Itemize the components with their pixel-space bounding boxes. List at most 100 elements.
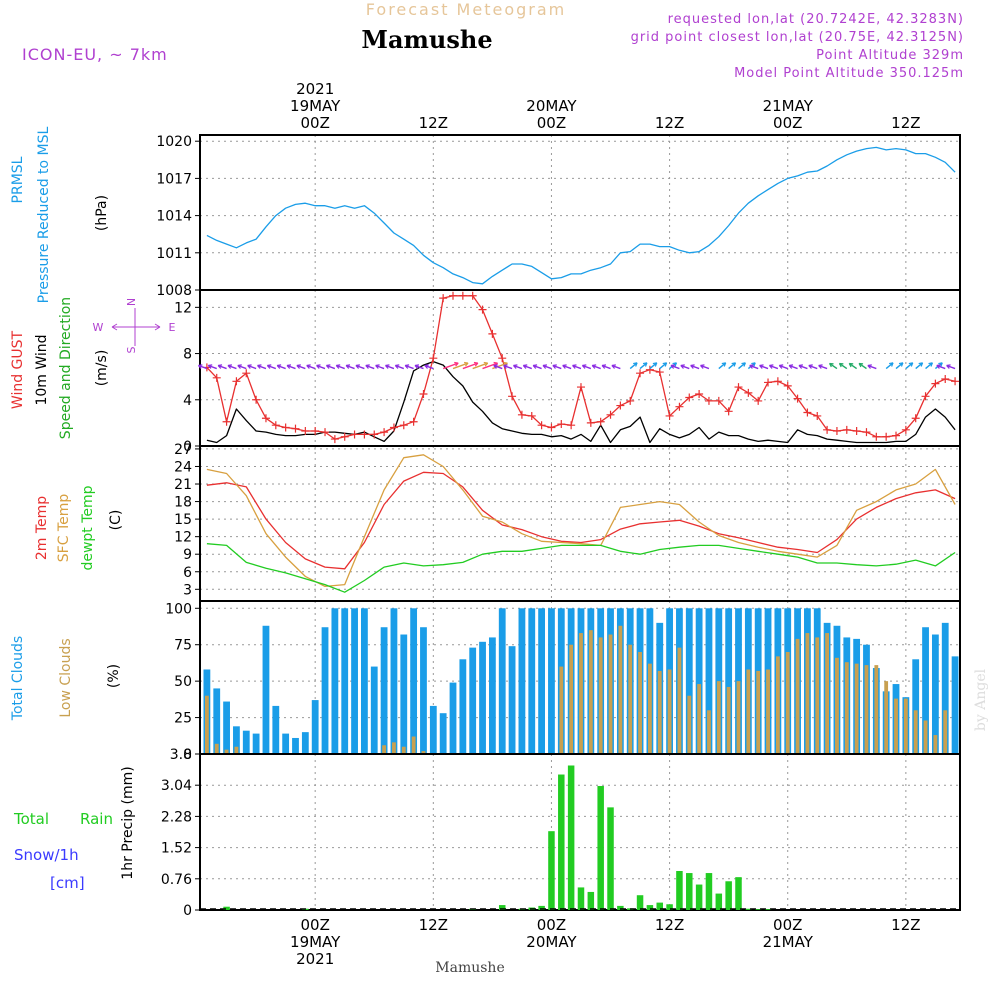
precip-ytick-label: 1.52 [161,841,192,857]
wind-direction-arrowhead [700,364,705,369]
rain-bar [498,905,506,910]
precip-total-label: Total [13,810,49,828]
low-cloud-bar [392,742,396,754]
total-cloud-bar [351,608,358,754]
wind-direction-arrowhead [788,364,794,369]
low-cloud-bar [766,669,770,754]
bottom-time-label: 00Z [773,916,802,934]
low-cloud-bar [894,698,898,754]
low-cloud-bar [598,637,603,754]
pressure-label: PRMSL [10,156,26,203]
gust-marker [773,377,782,386]
temp-2m-line [206,471,956,570]
wind-direction-arrow [779,364,788,370]
gust-marker [754,396,763,405]
wind-direction-arrow [424,364,434,370]
wind-direction-arrowhead [838,362,844,368]
top-time-label: 12Z [891,114,920,132]
low-cloud-bar [559,666,564,754]
wind-direction-arrow [690,364,700,370]
low-cloud-bar [785,652,790,754]
gust-marker [931,379,940,388]
wind-direction-arrow [523,364,533,370]
low-cloud-bar [638,652,642,754]
wind-direction-arrow [414,364,424,370]
total-cloud-bar [705,608,713,754]
model-label: ICON-EU, ~ 7km [22,45,168,64]
rain-bar [686,873,693,910]
wind-direction-arrowhead [741,362,746,367]
gust-marker [370,430,379,439]
precip-ytick-label: 0 [183,903,192,919]
wind-direction-arrowhead [237,364,242,369]
wind-direction-arrowhead [670,364,676,369]
wind-direction-arrowhead [690,364,695,369]
wind-direction-arrow [798,364,808,370]
low-cloud-bar [667,669,672,754]
low-cloud-bar [844,662,849,754]
gust-marker [793,394,802,403]
pressure-ytick-label: 1011 [156,246,192,262]
wind-direction-arrow [680,364,690,370]
gust-marker [823,425,832,434]
gust-marker [409,417,418,426]
gust-marker [429,354,438,363]
wind-direction-arrowhead [601,364,607,369]
wind-direction-arrow [355,364,365,370]
temperature-ytick-label: 18 [174,495,192,511]
wind-direction-arrowhead [858,362,864,368]
gust-marker [380,428,389,437]
low-cloud-bar [588,630,593,754]
temperature-grid [200,446,960,601]
wind-direction-arrowhead [898,362,904,367]
wind-direction-arrow [452,362,469,370]
wind-direction-arrowhead [493,364,498,369]
wind-direction-arrow [306,364,316,370]
precip-ytick-label: 0.76 [161,872,192,888]
wind-direction-arrowhead [611,364,616,369]
total-cloud-bar [400,634,408,754]
bottom-time-label: 2021 [296,950,334,968]
wind-direction-arrowhead [652,362,658,367]
rain-bar [597,786,604,910]
wind-direction-arrowhead [633,362,638,367]
requested-location: requested lon,lat (20.7242E, 42.3283N) [668,12,964,27]
total-cloud-bar [390,608,398,754]
wind-direction-arrow [296,364,306,370]
precip-ytick-label: 3.8 [170,747,192,763]
wind-direction-arrowhead [918,362,924,367]
total-cloud-bar [459,659,467,754]
wind-direction-arrow [629,362,638,370]
total-cloud-bar [931,634,939,754]
wind-direction-arrowhead [385,364,390,369]
bottom-time-label: 12Z [891,916,920,934]
temperature-frame [199,445,961,602]
low-cloud-bar [933,735,938,754]
wind-direction-arrow [257,364,267,370]
low-cloud-bar [707,710,711,754]
wind-direction-arrowhead [867,364,872,369]
wind-direction-arrowhead [276,364,282,369]
rain-bar [705,873,713,910]
low-cloud-bar [657,670,662,754]
wind-direction-arrowhead [680,364,685,369]
precip-rain-label: Rain [80,810,113,828]
gust-marker [517,410,526,419]
wind-direction-arrowhead [503,364,508,369]
wind-direction-arrowhead [424,364,429,369]
wind-direction-arrowhead [306,364,311,369]
compass-south: S [125,346,138,353]
wind-direction-arrowhead [296,364,301,369]
total-cloud-bar [213,688,221,754]
wind-direction-arrow [542,364,552,370]
total-cloud-bar [341,608,349,754]
wind-direction-arrowhead [572,364,577,369]
wind-direction-arrow [601,364,611,370]
rain-bar [636,895,644,910]
wind-direction-arrow [532,364,542,370]
gust-marker [665,411,674,420]
gust-marker [911,414,920,423]
top-time-label: 21MAY [763,97,814,115]
